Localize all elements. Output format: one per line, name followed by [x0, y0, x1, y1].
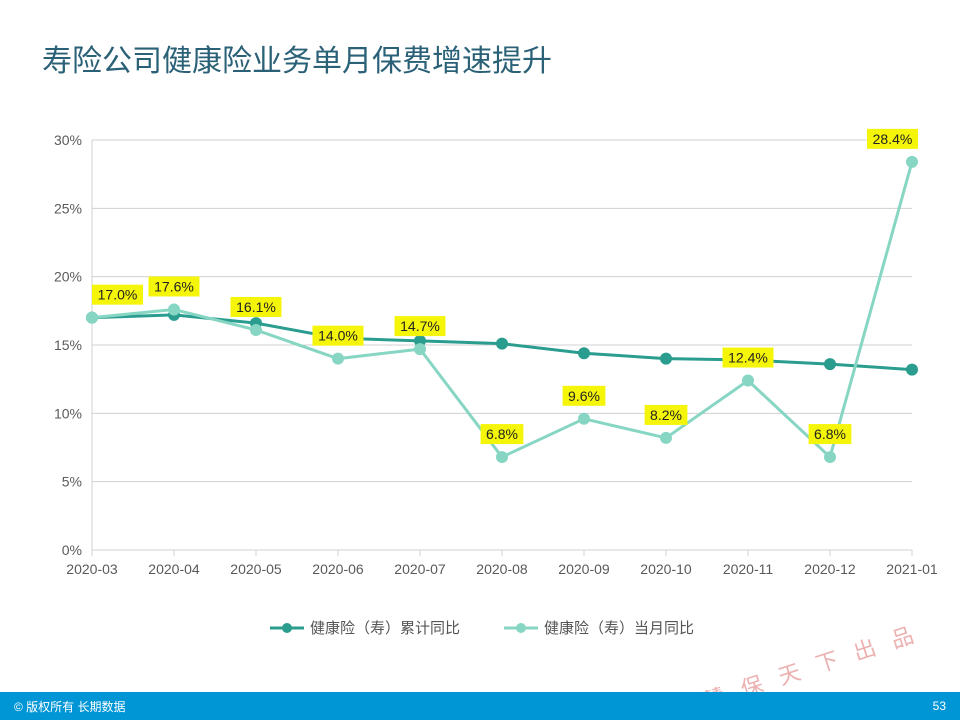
svg-text:2020-09: 2020-09 [558, 561, 610, 577]
svg-text:25%: 25% [54, 200, 82, 216]
chart-legend: 健康险（寿）累计同比 健康险（寿）当月同比 [42, 617, 922, 638]
svg-text:20%: 20% [54, 269, 82, 285]
svg-text:2021-01: 2021-01 [886, 561, 938, 577]
svg-text:12.4%: 12.4% [728, 350, 768, 366]
svg-text:2020-04: 2020-04 [148, 561, 200, 577]
svg-text:6.8%: 6.8% [486, 426, 518, 442]
legend-item: 健康险（寿）累计同比 [270, 617, 460, 638]
svg-text:10%: 10% [54, 405, 82, 421]
svg-text:2020-05: 2020-05 [230, 561, 282, 577]
legend-swatch [270, 622, 304, 634]
svg-text:2020-03: 2020-03 [66, 561, 118, 577]
svg-text:2020-08: 2020-08 [476, 561, 528, 577]
svg-text:16.1%: 16.1% [236, 299, 276, 315]
svg-text:2020-06: 2020-06 [312, 561, 364, 577]
svg-text:2020-12: 2020-12 [804, 561, 856, 577]
footer-bar: © 版权所有 长期数据 53 [0, 692, 960, 720]
slide-title: 寿险公司健康险业务单月保费增速提升 [42, 36, 552, 80]
legend-label: 健康险（寿）当月同比 [544, 617, 694, 638]
svg-text:8.2%: 8.2% [650, 407, 682, 423]
legend-swatch [504, 622, 538, 634]
svg-text:30%: 30% [54, 132, 82, 148]
svg-text:28.4%: 28.4% [873, 131, 913, 147]
legend-label: 健康险（寿）累计同比 [310, 617, 460, 638]
svg-text:14.0%: 14.0% [318, 328, 358, 344]
svg-text:17.6%: 17.6% [154, 278, 194, 294]
svg-text:2020-07: 2020-07 [394, 561, 446, 577]
svg-text:17.0%: 17.0% [98, 287, 138, 303]
svg-text:5%: 5% [62, 474, 82, 490]
line-chart: 0% 5% 10% 15% 20% 25% 30% 2020-03 2020-04 2020-05… [42, 120, 922, 620]
svg-text:15%: 15% [54, 337, 82, 353]
svg-text:9.6%: 9.6% [568, 388, 600, 404]
legend-item: 健康险（寿）当月同比 [504, 617, 694, 638]
page-number: 53 [933, 699, 946, 713]
svg-text:2020-11: 2020-11 [723, 561, 774, 577]
svg-text:0%: 0% [62, 542, 82, 558]
copyright-text: © 版权所有 长期数据 [14, 698, 126, 715]
svg-text:14.7%: 14.7% [400, 318, 440, 334]
svg-text:6.8%: 6.8% [814, 426, 846, 442]
svg-text:2020-10: 2020-10 [640, 561, 692, 577]
